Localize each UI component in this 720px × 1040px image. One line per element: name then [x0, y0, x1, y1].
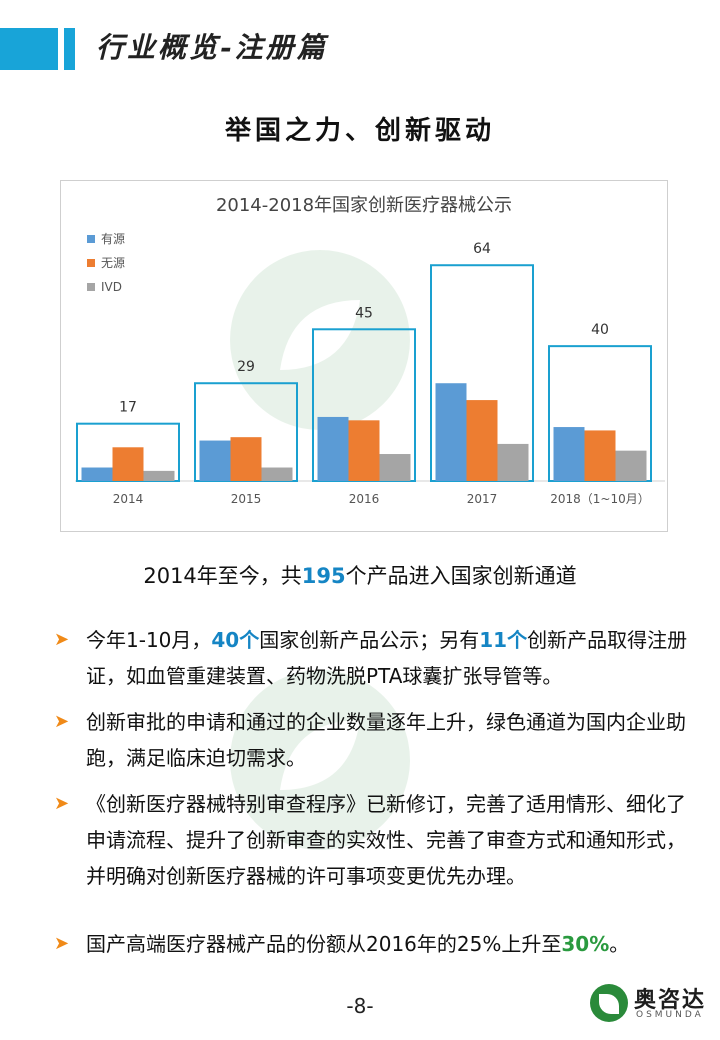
header-accent-block: [0, 28, 58, 70]
bullet-arrow-icon: ➤: [54, 793, 70, 814]
x-tick-label: 2017: [467, 492, 498, 506]
bar-有源: [81, 467, 113, 481]
chart-panel: 2014-2018年国家创新医疗器械公示有源无源 IVD 17 2014 29 2015 4…: [60, 180, 668, 532]
x-tick-label: 2016: [349, 492, 380, 506]
bullet-highlight: 11个: [479, 628, 528, 652]
bar-无源: [584, 430, 616, 481]
legend-label: 无源: [101, 256, 125, 270]
legend-label: IVD: [101, 280, 122, 294]
bullet-text-part: 。: [609, 932, 630, 956]
bar-IVD: [615, 450, 647, 481]
company-logo: 奥咨达 OSMUNDA: [590, 982, 710, 1026]
bullet-text: 今年1-10月，40个国家创新产品公示；另有11个创新产品取得注册证，如血管重建…: [86, 622, 694, 694]
bar-无源: [466, 400, 498, 481]
bullet-text-part: 国家创新产品公示；另有: [259, 628, 480, 652]
legend-swatch: [87, 235, 95, 243]
bullet-text: 《创新医疗器械特别审查程序》已新修订，完善了适用情形、细化了申请流程、提升了创新…: [86, 792, 686, 888]
x-tick-label: 2018（1~10月）: [550, 492, 650, 506]
bullet-text: 创新审批的申请和通过的企业数量逐年上升，绿色通道为国内企业助跑，满足临床迫切需求…: [86, 710, 686, 770]
bar-无源: [230, 437, 262, 481]
bullet-item: ➤ 创新审批的申请和通过的企业数量逐年上升，绿色通道为国内企业助跑，满足临床迫切…: [54, 704, 694, 776]
bar-有源: [199, 440, 231, 481]
total-data-label: 40: [591, 322, 609, 338]
chart-title: 2014-2018年国家创新医疗器械公示: [216, 195, 512, 216]
bar-IVD: [261, 467, 293, 481]
bar-有源: [435, 383, 467, 481]
legend-swatch: [87, 259, 95, 267]
bullet-arrow-icon: ➤: [54, 933, 70, 954]
page-number: -8-: [346, 994, 374, 1018]
header-accent-bar: [64, 28, 75, 70]
bullet-item: ➤ 《创新医疗器械特别审查程序》已新修订，完善了适用情形、细化了申请流程、提升了…: [54, 786, 694, 930]
bullet-text-part: 今年1-10月，: [86, 628, 212, 652]
bullet-text-part: 创新产品取得注册证，如血管重建装置、药物洗脱PTA球囊扩张导管等。: [86, 628, 688, 688]
summary-line: 2014年至今，共195个产品进入国家创新通道: [0, 560, 720, 590]
legend-label: 有源: [101, 232, 125, 246]
bar-有源: [317, 416, 349, 481]
bar-无源: [112, 447, 144, 481]
logo-name: 奥咨达: [634, 988, 707, 1013]
summary-number: 195: [301, 564, 346, 588]
bullet-item: ➤ 国产高端医疗器械产品的份额从2016年的25%上升至30%。: [54, 926, 694, 962]
summary-post: 个产品进入国家创新通道: [345, 564, 577, 588]
total-data-label: 29: [237, 359, 255, 375]
bullet-arrow-icon: ➤: [54, 711, 70, 732]
bullet-item: ➤ 今年1-10月，40个国家创新产品公示；另有11个创新产品取得注册证，如血管…: [54, 622, 694, 694]
logo-subtitle: OSMUNDA: [636, 1010, 704, 1020]
bullet-highlight: 40个: [211, 628, 260, 652]
bar-无源: [348, 420, 380, 481]
bar-IVD: [143, 470, 175, 481]
x-tick-label: 2014: [113, 492, 144, 506]
legend-swatch: [87, 283, 95, 291]
x-tick-label: 2015: [231, 492, 262, 506]
bullet-highlight: 30%: [561, 932, 610, 956]
total-data-label: 45: [355, 305, 373, 321]
bar-IVD: [497, 443, 529, 481]
bar-IVD: [379, 454, 411, 481]
page-title: 行业概览-注册篇: [96, 31, 328, 64]
bar-有源: [553, 427, 585, 481]
section-subtitle: 举国之力、创新驱动: [224, 116, 495, 146]
summary-pre: 2014年至今，共: [143, 564, 302, 588]
total-data-label: 17: [119, 400, 137, 416]
bullet-text-part: 国产高端医疗器械产品的份额从2016年的25%上升至: [86, 932, 562, 956]
total-data-label: 64: [473, 241, 491, 257]
logo-leaf-icon: [590, 984, 628, 1022]
bullet-text: 国产高端医疗器械产品的份额从2016年的25%上升至30%。: [86, 926, 694, 962]
bullet-arrow-icon: ➤: [54, 629, 70, 650]
